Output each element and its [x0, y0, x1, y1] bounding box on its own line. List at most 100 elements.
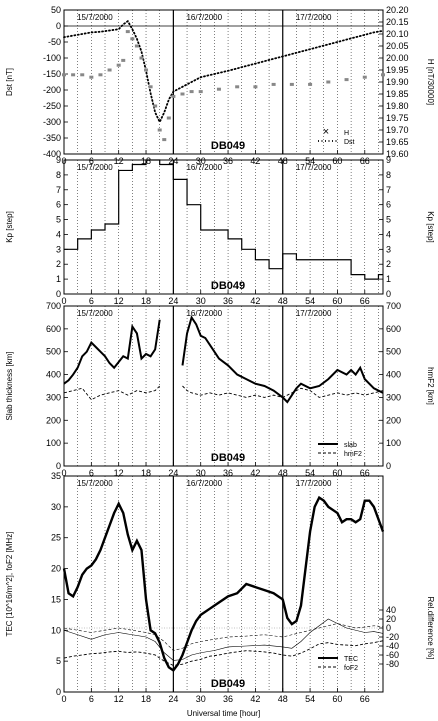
y-right-tick-label: 400 — [386, 370, 401, 380]
y-left-tick-label: -200 — [43, 85, 61, 95]
date-label: 17/7/2000 — [296, 163, 332, 172]
date-label: 15/7/2000 — [77, 13, 113, 22]
x-axis-label: Universal time [hour] — [187, 709, 260, 718]
h-point — [134, 44, 139, 48]
x-tick-label: 12 — [114, 694, 124, 704]
y-left-tick-label: 100 — [46, 438, 61, 448]
y-right-tick-label: 19.75 — [386, 113, 409, 123]
h-point — [180, 92, 185, 96]
y-right-tick-label: 8 — [386, 170, 391, 180]
x-tick-label: 30 — [196, 296, 206, 306]
h-point — [289, 82, 294, 86]
x-tick-label: 24 — [168, 296, 178, 306]
y-right-tick-label: 200 — [386, 415, 401, 425]
x-tick-label: 60 — [332, 468, 342, 478]
y-left-tick-label: -250 — [43, 101, 61, 111]
y-left-tick-label: -100 — [43, 53, 61, 63]
y-left-tick-label: 8 — [56, 170, 61, 180]
h-point — [166, 116, 171, 120]
y-right-tick-label: 4 — [386, 229, 391, 239]
date-label: 16/7/2000 — [186, 13, 222, 22]
y-right-tick-label: 19.85 — [386, 89, 409, 99]
legend-label: Dst — [344, 139, 355, 146]
x-tick-label: 66 — [360, 694, 370, 704]
y-right-axis-label: hmF2 [km] — [426, 367, 435, 405]
y-left-tick-label: 400 — [46, 370, 61, 380]
y-left-tick-label: 3 — [56, 244, 61, 254]
h-point — [216, 87, 221, 91]
y-left-tick-label: 300 — [46, 392, 61, 402]
y-right-tick-label: 19.70 — [386, 125, 409, 135]
y-left-tick-label: 35 — [51, 471, 61, 481]
date-label: 17/7/2000 — [296, 479, 332, 488]
y-right-tick-label: -80 — [386, 659, 399, 669]
x-tick-label: 0 — [61, 296, 66, 306]
y-left-tick-label: 0 — [56, 687, 61, 697]
y-left-tick-label: 10 — [51, 625, 61, 635]
x-tick-label: 48 — [278, 296, 288, 306]
h-point — [148, 85, 153, 89]
y-left-tick-label: 25 — [51, 533, 61, 543]
y-right-tick-label: -60 — [386, 650, 399, 660]
panel-frame — [63, 159, 384, 295]
h-point — [235, 85, 240, 89]
y-right-tick-label: 19.65 — [386, 137, 409, 147]
date-label: 16/7/2000 — [186, 163, 222, 172]
y-left-tick-label: 0 — [56, 461, 61, 471]
station-label: DB049 — [211, 452, 245, 464]
x-tick-label: 60 — [332, 694, 342, 704]
y-left-tick-label: 1 — [56, 274, 61, 284]
h-point — [139, 56, 144, 60]
y-left-tick-label: 9 — [56, 155, 61, 165]
y-left-tick-label: -300 — [43, 117, 61, 127]
y-left-tick-label: -400 — [43, 149, 61, 159]
date-label: 16/7/2000 — [186, 309, 222, 318]
y-right-tick-label: 7 — [386, 185, 391, 195]
h-point — [308, 82, 313, 86]
series-tec-reldiff — [63, 618, 384, 661]
x-tick-label: 48 — [278, 468, 288, 478]
station-label: DB049 — [211, 280, 245, 292]
y-left-tick-label: 5 — [56, 215, 61, 225]
x-tick-label: 36 — [223, 468, 233, 478]
y-right-tick-label: 20.15 — [386, 17, 409, 27]
h-point — [271, 82, 276, 86]
x-tick-label: 24 — [168, 468, 178, 478]
series-slab — [63, 315, 384, 404]
x-tick-label: 0 — [61, 694, 66, 704]
y-right-tick-label: 700 — [386, 301, 401, 311]
y-right-tick-label: 5 — [386, 215, 391, 225]
x-tick-label: 6 — [89, 694, 94, 704]
legend-label: hmF2 — [344, 451, 362, 458]
x-tick-label: 36 — [223, 296, 233, 306]
series-hmf2 — [63, 385, 384, 401]
h-point — [121, 58, 126, 62]
series-kp — [64, 159, 383, 280]
y-left-tick-label: -350 — [43, 133, 61, 143]
h-point — [157, 128, 162, 132]
x-tick-label: 18 — [141, 468, 151, 478]
panel-4: 15/7/2000 16/7/2000 17/7/2000 0 6 12 18 24 30 36 4… — [5, 471, 435, 718]
y-left-tick-label: 6 — [56, 200, 61, 210]
h-point — [130, 37, 135, 41]
x-tick-label: 54 — [305, 694, 315, 704]
h-point — [80, 73, 85, 77]
station-label: DB049 — [211, 140, 245, 152]
y-right-axis-label: Rel.difference [%] — [426, 597, 435, 660]
x-tick-label: 18 — [141, 296, 151, 306]
h-point — [71, 73, 76, 77]
y-right-tick-label: 0 — [386, 623, 391, 633]
y-right-tick-label: 19.95 — [386, 65, 409, 75]
legend-label: TEC — [344, 656, 358, 663]
y-right-tick-label: 20.10 — [386, 29, 409, 39]
h-point — [116, 63, 121, 67]
h-point — [98, 73, 103, 77]
y-left-tick-label: 0 — [56, 289, 61, 299]
y-left-tick-label: 500 — [46, 347, 61, 357]
panel-frame — [63, 475, 384, 693]
h-point — [198, 90, 203, 94]
y-right-axis-label: Kp [step] — [426, 211, 435, 243]
x-tick-label: 54 — [305, 296, 315, 306]
y-left-tick-label: 600 — [46, 324, 61, 334]
y-right-tick-label: 6 — [386, 200, 391, 210]
